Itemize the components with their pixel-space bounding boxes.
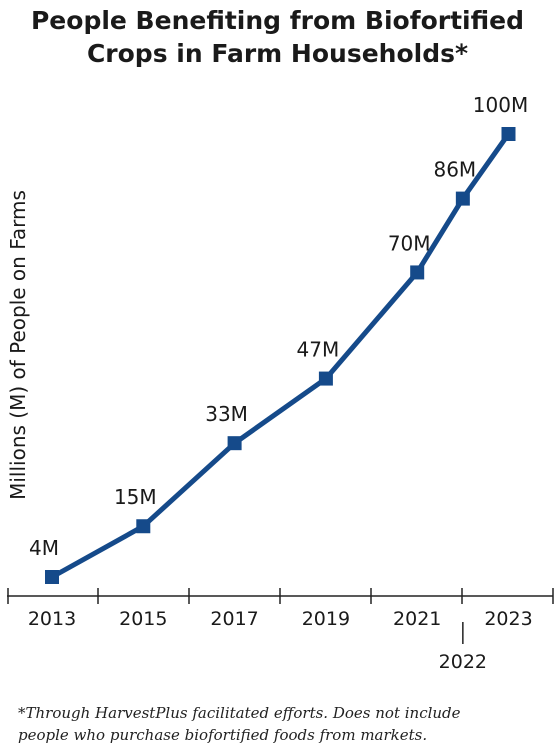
data-label-2019: 47M xyxy=(297,338,340,362)
footnote-line-2: people who purchase biofortified foods f… xyxy=(18,726,428,744)
chart-title-line-1: People Benefiting from Biofortified xyxy=(30,6,524,35)
data-label-2017: 33M xyxy=(205,402,248,426)
footnote: *Through HarvestPlus facilitated efforts… xyxy=(18,702,548,746)
x-tick-label-2021: 2021 xyxy=(393,608,441,630)
x-tick-label-2023: 2023 xyxy=(484,608,532,630)
data-point-2017 xyxy=(227,436,242,451)
chart-title: People Benefiting from Biofortified Crop… xyxy=(0,4,555,70)
x-tick-label-2019: 2019 xyxy=(302,608,350,630)
data-point-2013 xyxy=(45,570,59,584)
chart-title-line-2: Crops in Farm Households* xyxy=(86,39,469,68)
series-line xyxy=(49,131,511,580)
y-axis-label: Millions (M) of People on Farms xyxy=(6,190,30,500)
x-tick-label-2017: 2017 xyxy=(210,608,258,630)
data-label-2015: 15M xyxy=(114,485,157,509)
data-point-2022 xyxy=(455,191,470,206)
x-tick-label-2013: 2013 xyxy=(28,608,76,630)
data-point-2015 xyxy=(136,519,151,534)
x-tick-label-2022: 2022 xyxy=(439,651,487,673)
data-point-2023 xyxy=(501,127,516,141)
footnote-line-1: *Through HarvestPlus facilitated efforts… xyxy=(18,704,461,722)
x-tick-label-2015: 2015 xyxy=(119,608,167,630)
data-label-2023: 100M xyxy=(473,93,528,117)
data-label-2021: 70M xyxy=(388,231,431,255)
data-point-2021 xyxy=(410,265,425,280)
data-label-2013: 4M xyxy=(29,536,59,560)
data-point-2019 xyxy=(318,371,333,386)
data-label-2022: 86M xyxy=(433,158,476,182)
